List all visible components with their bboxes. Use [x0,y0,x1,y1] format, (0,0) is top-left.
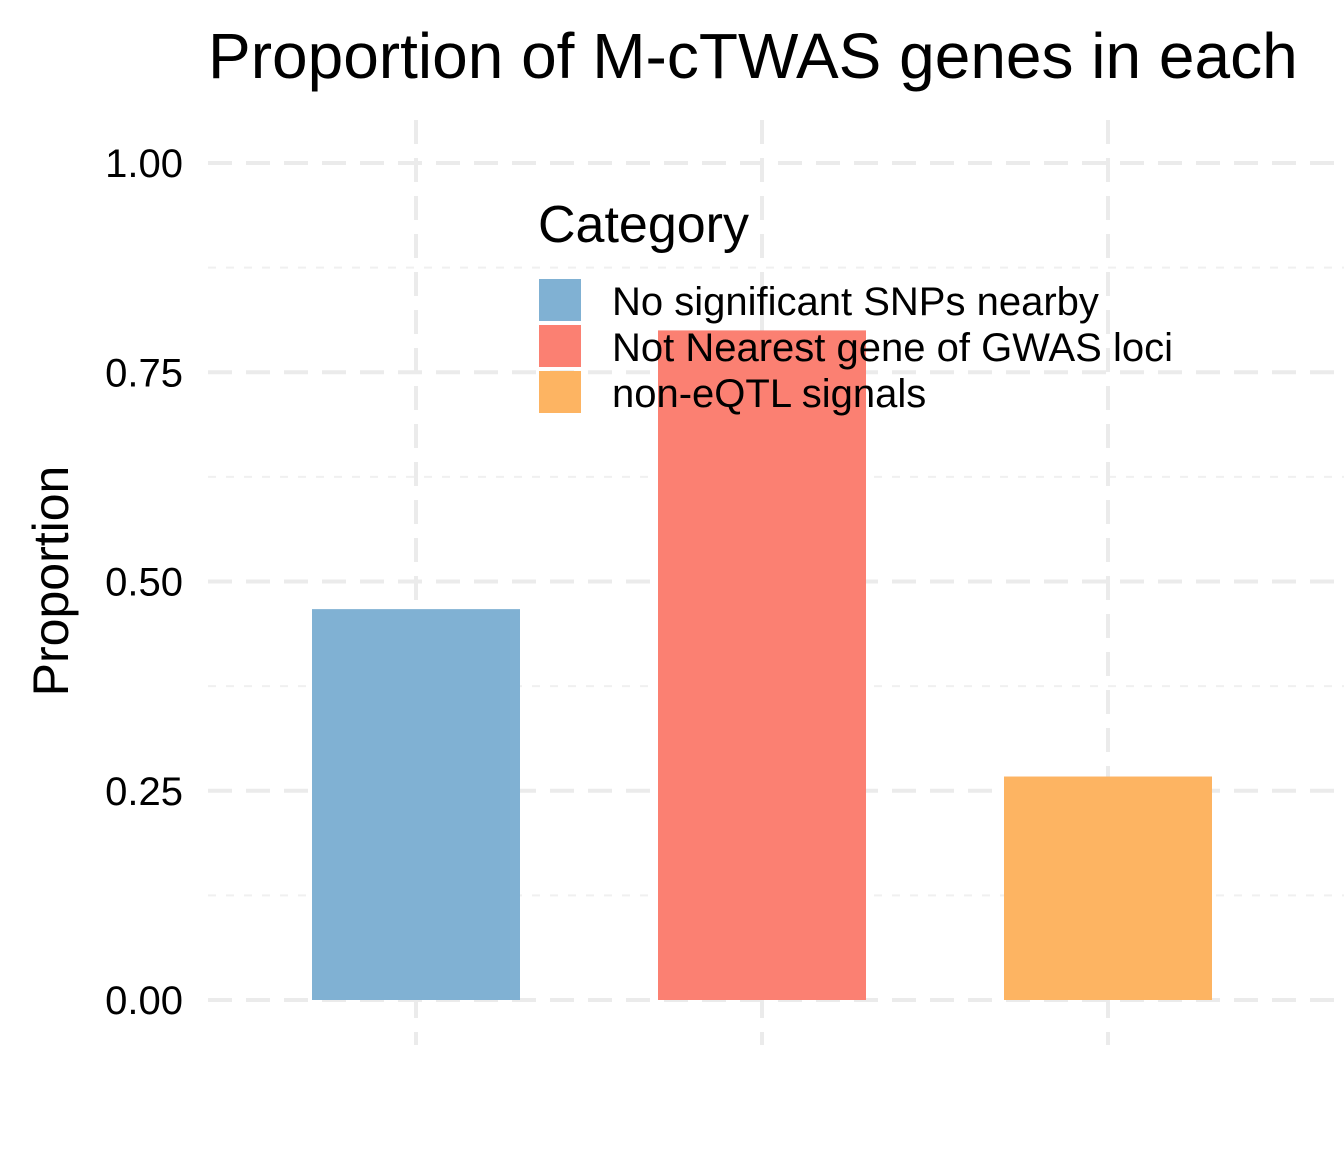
bar-1 [312,609,520,1000]
legend-key-3 [539,371,581,413]
bar-2 [658,330,866,1000]
legend-label-2: Not Nearest gene of GWAS loci [612,326,1173,370]
bars-layer [312,330,1212,1000]
y-tick-label: 0.50 [105,561,183,605]
legend-key-1 [539,279,581,321]
y-axis-ticks: 0.00 0.25 0.50 0.75 1.00 [105,142,183,1023]
legend-title: Category [538,196,749,254]
legend-key-2 [539,325,581,367]
y-tick-label: 0.75 [105,351,183,395]
legend-label-1: No significant SNPs nearby [612,280,1099,324]
y-tick-label: 0.25 [105,770,183,814]
chart-title: Proportion of M-cTWAS genes in each [208,20,1298,92]
bar-3 [1004,776,1212,1000]
y-tick-label: 0.00 [105,979,183,1023]
y-axis-label: Proportion [23,466,79,697]
legend-label-3: non-eQTL signals [612,372,926,416]
y-tick-label: 1.00 [105,142,183,186]
